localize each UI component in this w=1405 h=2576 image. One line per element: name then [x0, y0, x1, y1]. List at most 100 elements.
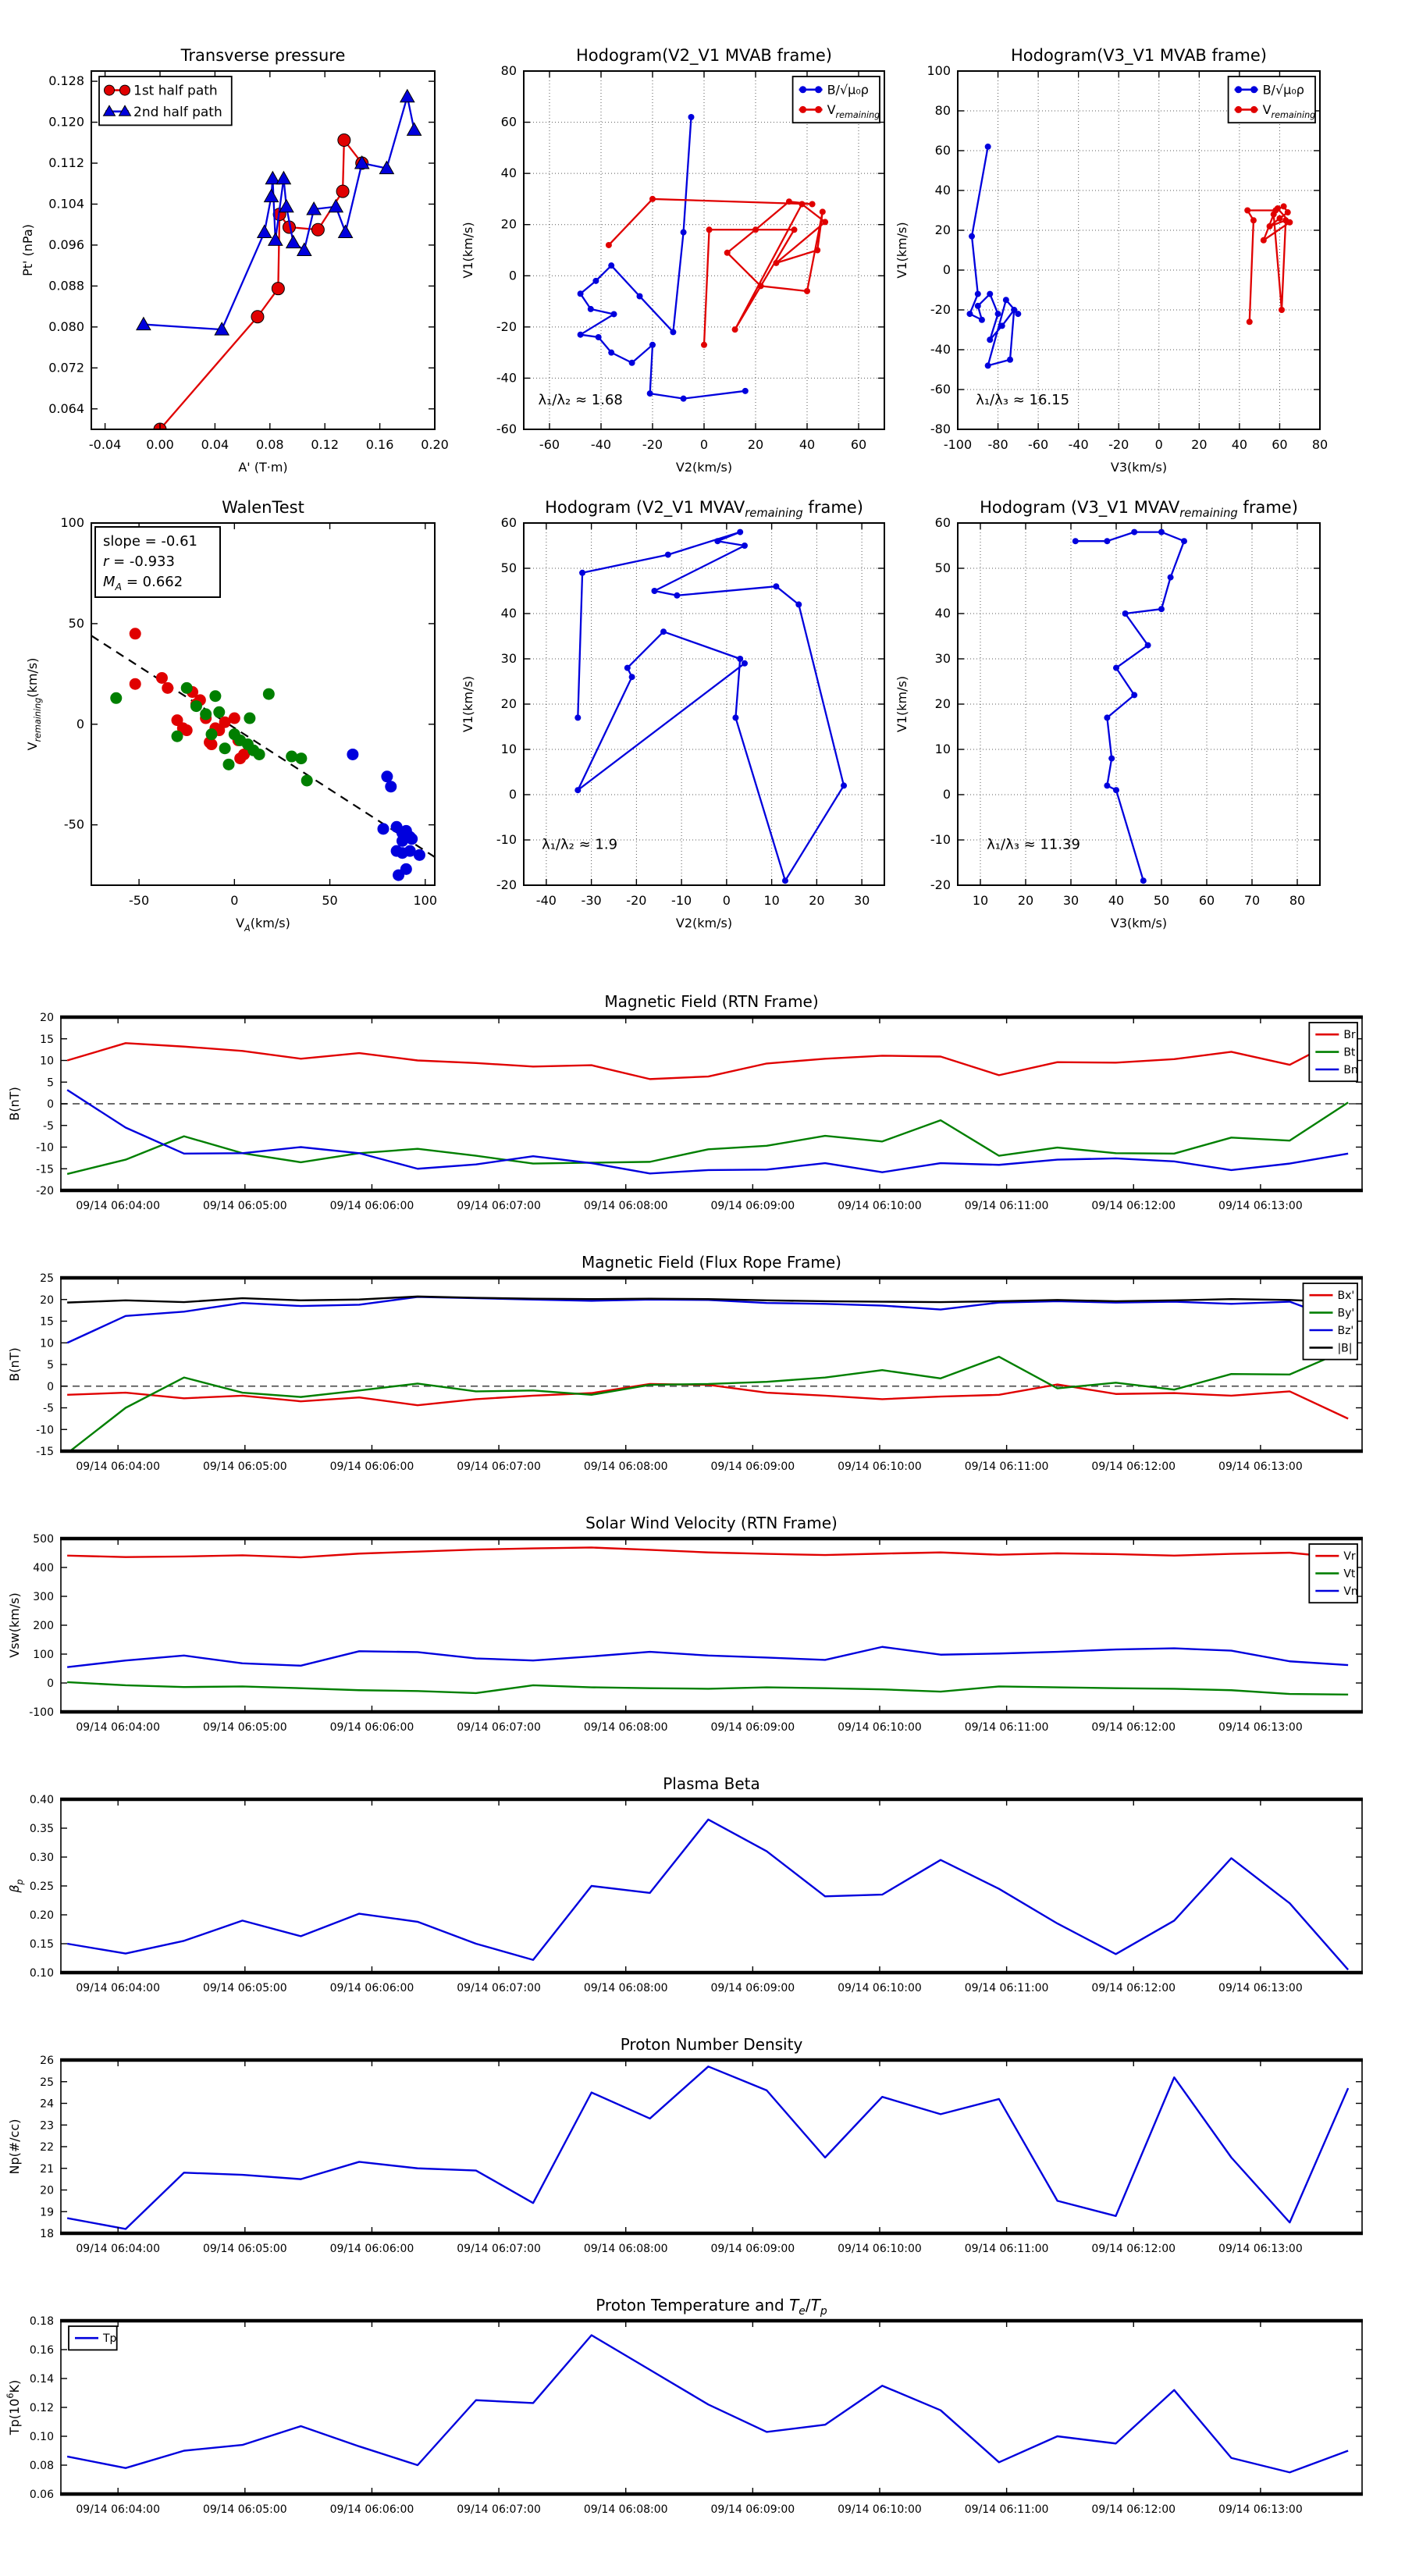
x-tick-label: 30 — [1063, 893, 1079, 908]
data-point-triangle — [399, 88, 415, 103]
legend-item-label: Br — [1343, 1029, 1356, 1041]
x-tick-label: 09/14 06:04:00 — [76, 2503, 160, 2516]
scatter-point-second-half-points — [381, 770, 393, 783]
scatter-point-middle-points — [222, 758, 235, 770]
chart-title: Hodogram (V2_V1 MVAVremaining frame) — [545, 498, 863, 520]
data-point-dot — [731, 326, 738, 333]
x-tick-label: 50 — [322, 893, 337, 908]
data-point-triangle — [306, 201, 322, 215]
x-tick-label: -50 — [129, 893, 149, 908]
y-axis-label: Pt' (nPa) — [20, 224, 35, 276]
data-point-dot — [688, 114, 695, 121]
data-point-dot — [674, 592, 681, 599]
data-point-dot — [1140, 877, 1147, 884]
scatter-point-middle-points — [209, 690, 222, 703]
y-tick-label: 20 — [501, 217, 517, 232]
x-tick-label: 09/14 06:05:00 — [203, 1200, 287, 1212]
legend-item-label: 2nd half path — [133, 105, 222, 120]
y-axis-label: V1(km/s) — [461, 676, 475, 732]
data-point-triangle — [328, 198, 344, 213]
x-tick-label: 09/14 06:10:00 — [838, 1721, 922, 1734]
y-tick-label: 20 — [40, 1012, 54, 1024]
series-line-Tp — [66, 2334, 1349, 2474]
eigenvalue-ratio-annotation: λ₁/λ₃ ≈ 11.39 — [987, 837, 1080, 853]
x-tick-label: 60 — [851, 437, 866, 452]
data-point-dot — [998, 322, 1005, 329]
data-point-triangle — [256, 224, 272, 239]
y-tick-label: 0.104 — [48, 196, 84, 211]
scatter-point-middle-points — [286, 750, 298, 763]
y-tick-label: -50 — [64, 817, 84, 832]
x-tick-label: 09/14 06:05:00 — [203, 2243, 287, 2255]
x-tick-label: 09/14 06:07:00 — [457, 1461, 541, 1473]
data-point-dot — [799, 105, 807, 113]
y-tick-label: 5 — [47, 1076, 54, 1089]
x-tick-label: -30 — [582, 893, 602, 908]
legend: B/√μ₀ρ Vremaining — [1227, 76, 1316, 124]
x-tick-label: -20 — [642, 437, 663, 452]
series-line-Vn — [66, 1646, 1349, 1668]
y-tick-label: 0.14 — [30, 2373, 54, 2386]
data-point-dot — [577, 331, 584, 338]
fit-info-line: MA = 0.662 — [103, 574, 183, 592]
y-tick-label: 0 — [509, 787, 517, 802]
chart-hodogram-v2v1-mvab: -60 -40 -20 0 20 40 60 -60 -40 -20 0 20 40 60 80 Hodogr… — [461, 46, 885, 475]
series-line-Vr — [67, 1546, 1349, 1560]
data-point-dot — [1104, 714, 1111, 721]
y-tick-label: -60 — [930, 382, 951, 397]
data-point-dot — [994, 311, 1001, 318]
series-line-beta-p — [66, 1818, 1350, 1971]
y-tick-label: -20 — [930, 877, 951, 892]
x-tick-label: -40 — [536, 893, 557, 908]
data-point-dot — [791, 226, 798, 233]
x-tick-label: 30 — [854, 893, 870, 908]
data-point-triangle — [263, 188, 279, 203]
y-tick-label: 50 — [501, 560, 517, 575]
x-tick-label: 40 — [1108, 893, 1124, 908]
y-tick-label: -40 — [496, 370, 517, 385]
y-tick-label: 100 — [60, 515, 84, 530]
data-point-dot — [636, 293, 643, 300]
y-tick-label: 400 — [33, 1562, 54, 1574]
data-point-dot — [577, 290, 584, 297]
scatter-point-first-half-points — [155, 671, 168, 684]
y-axis-label: Vsw(km/s) — [7, 1592, 22, 1657]
x-tick-label: -40 — [591, 437, 611, 452]
y-tick-label: 22 — [40, 2141, 54, 2154]
legend-item-label: Vremaining — [827, 102, 880, 120]
y-axis-label: V1(km/s) — [895, 222, 909, 278]
scatter-point-middle-points — [253, 748, 265, 760]
scatter-point-middle-points — [262, 688, 275, 700]
data-point-dot — [628, 359, 635, 366]
data-point-dot — [1002, 297, 1009, 304]
data-point-dot — [809, 201, 816, 208]
data-point-dot — [814, 247, 821, 254]
y-tick-label: 0 — [47, 1098, 54, 1111]
scatter-point-second-half-points — [413, 849, 425, 861]
x-tick-label: 09/14 06:13:00 — [1218, 1982, 1303, 1994]
data-point-dot — [974, 302, 981, 309]
data-point-dot — [660, 628, 667, 635]
y-tick-label: 15 — [40, 1316, 54, 1329]
axes-frame — [91, 522, 436, 886]
y-tick-label: 0.15 — [30, 1938, 54, 1951]
scatter-point-middle-points — [200, 708, 212, 720]
y-tick-label: 0.30 — [30, 1852, 54, 1864]
data-point-dot — [1113, 787, 1119, 794]
x-tick-label: 0 — [230, 893, 238, 908]
series-group — [574, 528, 848, 884]
y-tick-label: 30 — [501, 651, 517, 666]
axes-frame — [91, 70, 436, 430]
x-axis-label: V3(km/s) — [1111, 460, 1167, 475]
data-point-dot — [1167, 574, 1174, 581]
chart-title: Magnetic Field (Flux Rope Frame) — [582, 1253, 841, 1272]
data-point-dot — [781, 877, 788, 884]
x-tick-label: 20 — [748, 437, 763, 452]
scatter-point-middle-points — [213, 706, 226, 718]
data-point-dot — [742, 387, 749, 394]
series-line-Bn — [66, 1089, 1349, 1175]
y-tick-label: 0.080 — [48, 319, 84, 334]
series-line-Np — [66, 2065, 1350, 2230]
data-point-dot — [574, 787, 582, 794]
